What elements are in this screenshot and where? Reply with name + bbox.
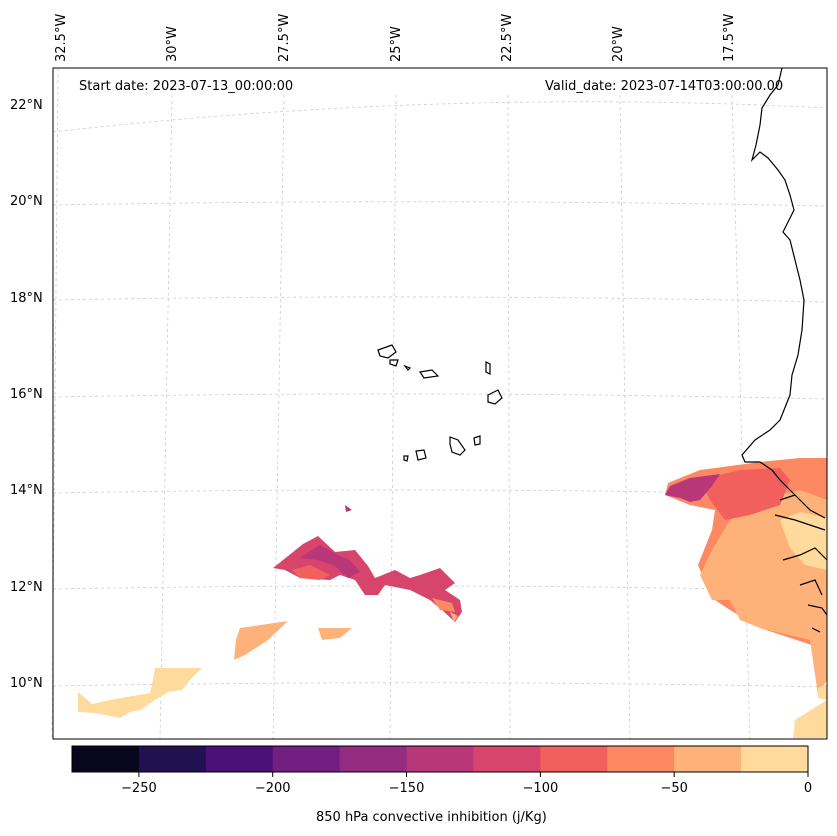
colorbar-tick-label: −150 [388,781,425,796]
lat-label: 14°N [10,483,43,498]
cin-region-coast-magenta [665,474,720,502]
island [418,369,440,379]
lon-label: 32.5°W [54,13,69,62]
lon-label: 17.5°W [722,13,737,62]
cin-region-central-red [273,536,462,622]
colorbar-segment [72,746,140,772]
cin-region-coast-pale2 [793,700,827,738]
lat-label: 16°N [10,387,43,402]
colorbar-segment [272,746,341,772]
lon-label: 30°W [165,26,180,62]
colorbar-segment [674,746,742,772]
colorbar [72,746,809,772]
map-frame [52,67,828,740]
colorbar-frame [71,745,809,773]
island [415,449,427,461]
cin-region-central-orange [292,565,330,580]
island [449,436,466,456]
start-date-text: Start date: 2023-07-13_00:00:00 [79,79,294,94]
cin-region-central-orange2 [432,598,455,612]
lat-label: 20°N [10,194,43,209]
valid-date-text: Valid_date: 2023-07-14T03:00:00.00 [545,79,784,94]
lat-label: 22°N [10,98,43,113]
lat-label: 18°N [10,291,43,306]
colorbar-segment [406,746,474,772]
island [389,359,399,367]
colorbar-segment [741,746,809,772]
lon-label: 20°W [611,26,626,62]
cin-fill-areas [78,458,827,738]
cin-region-sw-lightorange [234,621,288,660]
lat-label: 12°N [10,580,43,595]
colorbar-tick-label: −100 [522,781,559,796]
lon-label: 25°W [389,26,404,62]
cin-region-speck [345,505,352,512]
colorbar-tick-label: −200 [254,781,291,796]
island [403,364,412,371]
island [487,389,503,405]
cin-region-sw-pale [78,668,202,718]
colorbar-tick-label: −50 [660,781,688,796]
colorbar-segment [205,746,274,772]
lon-label: 22.5°W [500,13,515,62]
colorbar-tick-label: 0 [803,781,813,796]
island [403,455,409,462]
colorbar-title: 850 hPa convective inhibition (j/Kg) [316,810,547,825]
colorbar-segment [607,746,675,772]
cin-region-coast-pale3 [818,684,827,700]
colorbar-segment [339,746,408,772]
island [377,344,397,359]
colorbar-ticks [138,772,809,777]
lat-label: 10°N [10,676,43,691]
colorbar-segment [473,746,541,772]
africa-coastline [741,67,828,633]
island [485,361,491,375]
cin-region-central-pale [450,612,458,622]
cin-region-coast-red [700,468,790,520]
coastlines [377,67,828,633]
gridlines [51,67,828,741]
lon-label: 27.5°W [277,13,292,62]
cin-region-sw-lightorange2 [318,628,352,640]
colorbar-segment [138,746,207,772]
island [473,435,481,446]
cin-region-central-magenta [300,545,360,578]
colorbar-segment [540,746,608,772]
colorbar-tick-label: −250 [121,781,157,796]
